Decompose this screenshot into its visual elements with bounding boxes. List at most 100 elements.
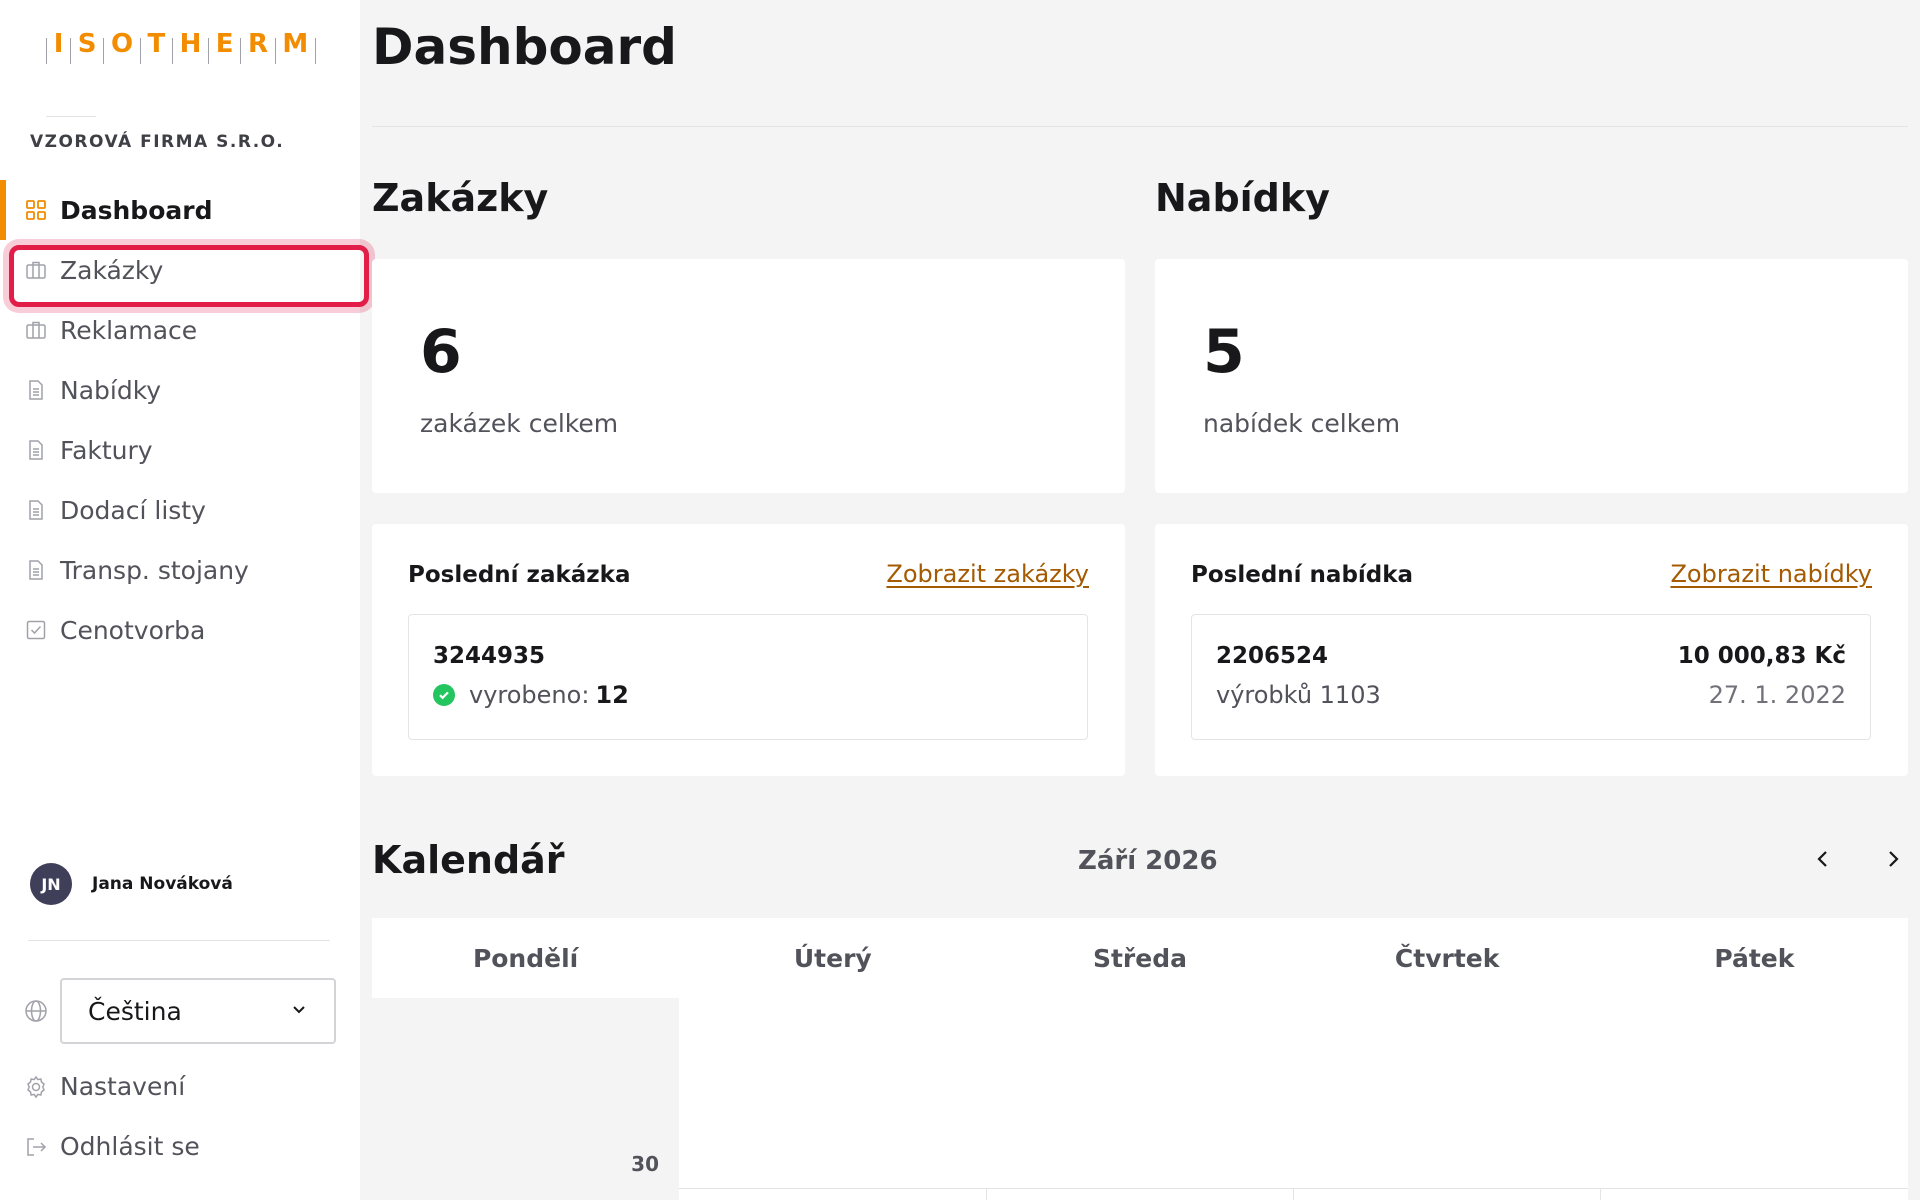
gear-icon — [24, 1075, 48, 1099]
calendar-cell[interactable]: 30 — [372, 998, 679, 1200]
main-content: Dashboard Zakázky 6 zakázek celkem Posle… — [372, 0, 1908, 1200]
last-offer-title: Poslední nabídka — [1191, 562, 1414, 588]
logo-tick — [171, 38, 173, 64]
calendar-day-number: 30 — [631, 1152, 659, 1176]
briefcase-icon — [26, 260, 46, 280]
user-name: Jana Nováková — [92, 874, 233, 894]
logo-tick — [314, 38, 316, 64]
calendar-day-header: Úterý — [793, 943, 872, 973]
globe-icon — [24, 999, 48, 1023]
sidebar-item-dashboard[interactable]: Dashboard — [0, 180, 360, 240]
logo-letter: O — [110, 29, 134, 59]
calendar-day-header: Středa — [1092, 943, 1187, 973]
chevron-left-icon — [1813, 849, 1833, 873]
offer-date: 27. 1. 2022 — [1708, 681, 1846, 709]
orders-count-caption: zakázek celkem — [420, 409, 619, 438]
sidebar-item-label: Cenotvorba — [60, 615, 206, 645]
calendar-day-header: Pátek — [1714, 943, 1795, 973]
title-divider — [372, 126, 1908, 127]
sidebar-item-zakazky[interactable]: Zakázky — [0, 240, 369, 307]
sidebar-item-dodaci-listy[interactable]: Dodací listy — [0, 480, 360, 540]
document-icon — [26, 500, 46, 520]
logo-letter: E — [215, 29, 234, 59]
calendar-month: Září 2026 — [1078, 846, 1218, 876]
logo-tick — [103, 38, 105, 64]
sidebar-item-nabidky[interactable]: Nabídky — [0, 360, 360, 420]
orders-section-title: Zakázky — [372, 176, 549, 220]
grid-icon — [26, 200, 46, 220]
sidebar-item-cenotvorba[interactable]: Cenotvorba — [0, 600, 360, 660]
calendar-title: Kalendář — [372, 838, 565, 882]
logo-letter: S — [77, 29, 97, 59]
logo-tick — [208, 38, 210, 64]
settings-link[interactable]: Nastavení — [24, 1072, 185, 1101]
show-offers-link[interactable]: Zobrazit nabídky — [1670, 560, 1872, 588]
logo-letter: R — [247, 29, 268, 59]
calendar-header-row: Pondělí Úterý Středa Čtvrtek Pátek — [372, 918, 1908, 998]
document-icon — [26, 380, 46, 400]
sidebar: I S O T H E R M VZOROVÁ FIRMA S.R.O. Das… — [0, 0, 369, 1200]
calendar-next-button[interactable] — [1878, 846, 1908, 876]
order-status-label: vyrobeno: — [469, 681, 590, 709]
main-nav: Dashboard Zakázky Reklamace — [0, 180, 369, 660]
logo-letter: H — [179, 29, 202, 59]
logo-tick — [139, 38, 141, 64]
sidebar-item-label: Nabídky — [60, 375, 162, 405]
language-select[interactable]: Čeština — [60, 978, 336, 1044]
logout-icon — [24, 1135, 48, 1159]
logo-tick — [240, 38, 242, 64]
offer-id: 2206524 — [1216, 643, 1329, 669]
offers-count-caption: nabídek celkem — [1203, 409, 1401, 438]
document-icon — [26, 560, 46, 580]
last-order-item[interactable]: 3244935 vyrobeno: 12 — [408, 614, 1088, 740]
user-profile[interactable]: JN Jana Nováková — [30, 863, 233, 905]
sidebar-item-reklamace[interactable]: Reklamace — [0, 300, 360, 360]
order-status-value: 12 — [595, 681, 629, 709]
logo-letter: T — [147, 29, 166, 59]
calendar-col-divider — [1600, 1188, 1601, 1200]
calendar-prev-button[interactable] — [1808, 846, 1838, 876]
sidebar-item-label: Reklamace — [60, 315, 198, 345]
user-divider — [28, 940, 330, 941]
show-orders-link[interactable]: Zobrazit zakázky — [886, 560, 1089, 588]
calendar-grid: Pondělí Úterý Středa Čtvrtek Pátek 30 — [372, 918, 1908, 1200]
calendar-day-header: Čtvrtek — [1394, 943, 1500, 973]
logout-label: Odhlásit se — [60, 1132, 200, 1161]
logo-letter: M — [282, 29, 309, 59]
calendar-col-divider — [1293, 1188, 1294, 1200]
avatar: JN — [30, 863, 72, 905]
logo-divider — [46, 116, 96, 117]
language-row: Čeština — [24, 978, 336, 1044]
language-select-value: Čeština — [88, 996, 182, 1026]
logo-tick — [46, 38, 47, 64]
calendar-day-header: Pondělí — [472, 943, 579, 973]
page-title: Dashboard — [372, 18, 677, 76]
sidebar-item-label: Transp. stojany — [60, 555, 249, 585]
document-icon — [26, 440, 46, 460]
chevron-down-icon — [290, 1000, 308, 1022]
check-circle-icon — [433, 684, 455, 706]
order-status: vyrobeno: 12 — [433, 681, 629, 709]
offer-products: výrobků 1103 — [1216, 681, 1381, 709]
checkbox-icon — [26, 620, 46, 640]
logout-link[interactable]: Odhlásit se — [24, 1132, 200, 1161]
offers-section-title: Nabídky — [1155, 176, 1330, 220]
sidebar-item-faktury[interactable]: Faktury — [0, 420, 360, 480]
logo-letter: I — [53, 29, 64, 59]
company-name: VZOROVÁ FIRMA S.R.O. — [30, 132, 285, 152]
last-offer-card: Poslední nabídka Zobrazit nabídky 220652… — [1155, 524, 1908, 776]
sidebar-item-transp-stojany[interactable]: Transp. stojany — [0, 540, 360, 600]
offer-price: 10 000,83 Kč — [1677, 643, 1846, 669]
sidebar-item-label: Dashboard — [60, 195, 213, 225]
calendar-col-divider — [986, 1188, 987, 1200]
offers-count: 5 — [1203, 317, 1245, 387]
last-order-title: Poslední zakázka — [408, 562, 631, 588]
briefcase-icon — [26, 320, 46, 340]
sidebar-item-label: Faktury — [60, 435, 153, 465]
last-order-card: Poslední zakázka Zobrazit zakázky 324493… — [372, 524, 1125, 776]
logo-tick — [274, 38, 276, 64]
settings-label: Nastavení — [60, 1072, 186, 1101]
sidebar-item-label: Dodací listy — [60, 495, 206, 525]
last-offer-item[interactable]: 2206524 výrobků 1103 10 000,83 Kč 27. 1.… — [1191, 614, 1871, 740]
isotherm-logo[interactable]: I S O T H E R M — [46, 24, 316, 64]
